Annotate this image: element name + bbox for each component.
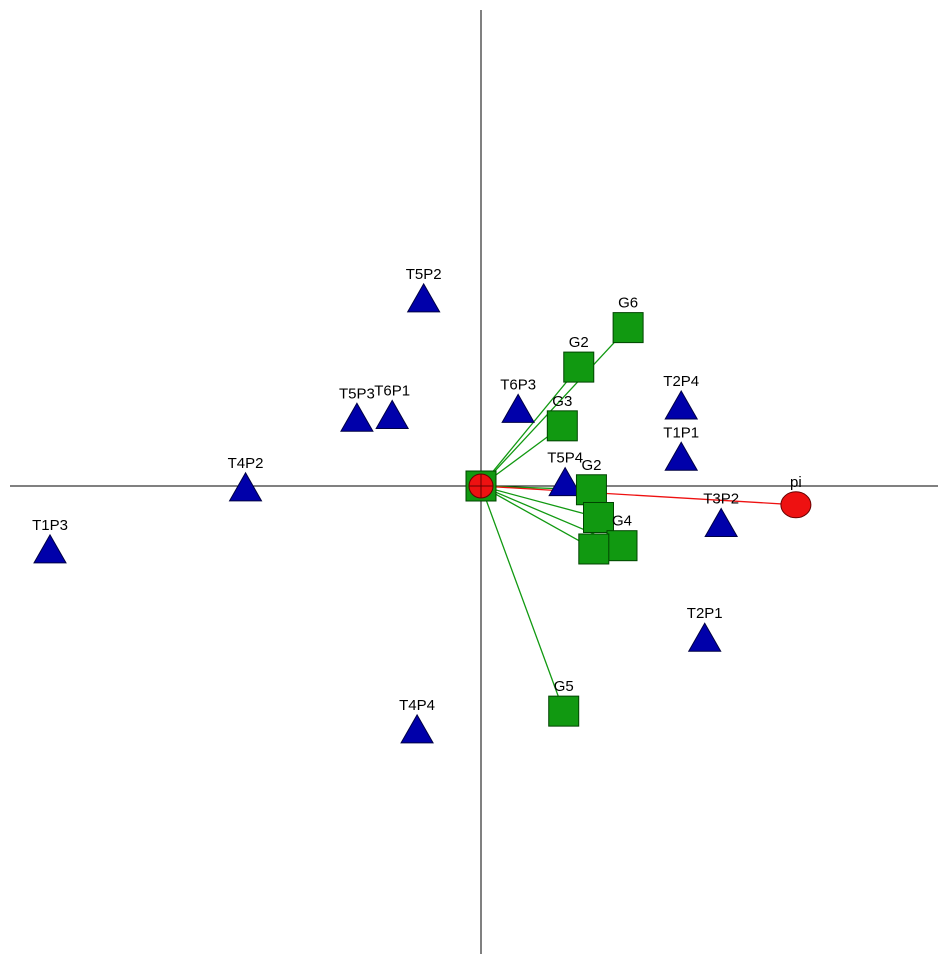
point-label-t6p3-5: T6P3	[500, 376, 536, 393]
triangle-marker-t5p3-2	[340, 402, 374, 432]
point-label-t1p3-0: T1P3	[32, 517, 68, 534]
point-label-t5p3-2: T5P3	[339, 385, 375, 402]
triangle-marker-t2p1-10	[687, 622, 722, 652]
point-label-g2-3: G2	[581, 457, 601, 474]
vector-unlabeled-6	[480, 485, 595, 550]
triangle-marker-t5p4-6	[548, 466, 582, 497]
square-marker-g4-5	[606, 530, 638, 562]
markers	[33, 282, 812, 744]
labels: T1P3 T4P2 T5P3 T6P1 T5P2 T6P3 T5P4 T2P4 T1P1 T3P2…	[32, 266, 802, 714]
point-label-g3-2: G3	[552, 393, 572, 410]
triangle-marker-t3p2-9	[704, 507, 739, 538]
point-label-t4p4-11: T4P4	[399, 697, 435, 714]
triangle-marker-t5p2-4	[406, 282, 441, 313]
square-marker-g2-3	[575, 474, 607, 506]
point-label-pi-0: pi	[790, 474, 802, 491]
point-label-g5-7: G5	[554, 678, 574, 695]
vector-g5-7	[480, 485, 565, 712]
triangle-marker-t1p3-0	[33, 533, 67, 564]
square-marker-g2-1	[563, 351, 595, 383]
vector-unlabeled-4	[480, 485, 599, 519]
point-label-g6-0: G6	[618, 295, 638, 312]
point-label-g2-1: G2	[569, 334, 589, 351]
vector-g2-1	[480, 366, 580, 487]
square-marker-g3-2	[546, 410, 578, 442]
square-marker-unlabeled-4	[583, 501, 614, 533]
vector-g6-0	[480, 327, 629, 487]
vector-pi-0	[480, 485, 796, 506]
point-label-g4-5: G4	[612, 513, 632, 530]
triangle-marker-t4p4-11	[400, 713, 434, 744]
square-marker-g6-0	[612, 312, 644, 344]
point-label-t4p2-1: T4P2	[228, 455, 264, 472]
circle-marker-pi-0	[780, 491, 812, 519]
triangle-marker-t2p4-7	[664, 390, 699, 420]
point-label-t1p1-8: T1P1	[663, 424, 699, 441]
point-label-t2p1-10: T2P1	[687, 605, 723, 622]
triangle-marker-t4p2-1	[228, 471, 263, 502]
point-label-t5p2-4: T5P2	[406, 266, 442, 283]
point-label-t6p1-3: T6P1	[374, 382, 410, 399]
square-marker-unlabeled-6	[578, 533, 610, 565]
square-marker-g5-7	[548, 695, 580, 727]
triangle-marker-t1p1-8	[664, 441, 699, 471]
triangle-marker-t6p1-3	[375, 399, 410, 429]
point-label-t3p2-9: T3P2	[703, 491, 739, 508]
triangle-marker-t6p3-5	[501, 393, 535, 423]
point-label-t5p4-6: T5P4	[547, 450, 583, 467]
point-label-t2p4-7: T2P4	[663, 373, 699, 390]
vectors	[480, 327, 796, 712]
